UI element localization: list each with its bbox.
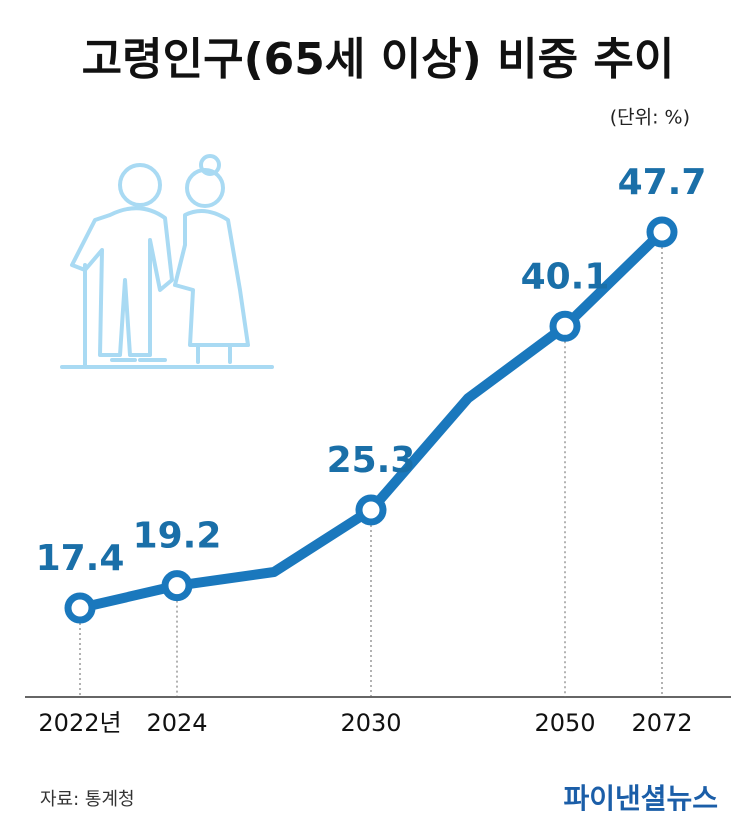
- data-label: 47.7: [618, 162, 707, 203]
- data-point: [549, 310, 581, 342]
- x-tick-label: 2022년: [38, 709, 121, 737]
- data-point: [646, 216, 678, 248]
- chart-title: 고령인구(65세 이상) 비중 추이: [82, 34, 675, 85]
- x-tick-label: 2024: [146, 709, 207, 737]
- data-point: [355, 494, 387, 526]
- unit-label: (단위: %): [610, 107, 690, 129]
- source: 자료: 통계청: [40, 789, 135, 810]
- data-label: 17.4: [36, 538, 125, 579]
- data-label: 25.3: [327, 440, 416, 481]
- x-tick-label: 2050: [534, 709, 595, 737]
- data-label: 19.2: [133, 516, 222, 557]
- x-tick-label: 2072: [631, 709, 692, 737]
- data-point: [64, 592, 96, 624]
- data-point: [161, 570, 193, 602]
- data-label: 40.1: [521, 256, 610, 297]
- x-tick-label: 2030: [340, 709, 401, 737]
- elderly-illustration: [60, 154, 274, 369]
- logo: 파이낸셜뉴스: [563, 782, 718, 815]
